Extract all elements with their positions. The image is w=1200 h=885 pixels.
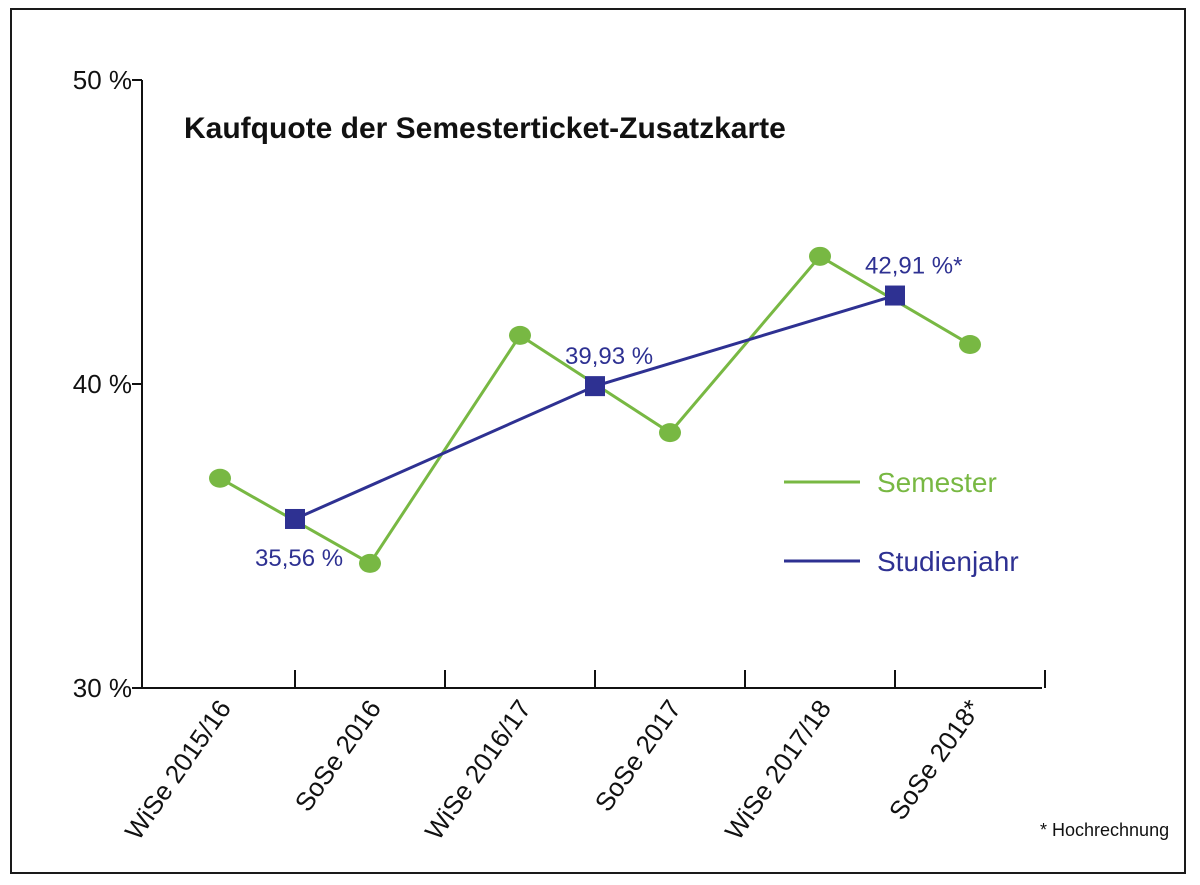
point-semester xyxy=(809,246,831,266)
point-semester xyxy=(509,325,531,345)
point-semester xyxy=(209,468,231,488)
x-tick-label: SoSe 2018* xyxy=(883,694,987,825)
y-tick-label: 50 % xyxy=(73,65,132,95)
y-tick-label: 40 % xyxy=(73,369,132,399)
legend-label-semester: Semester xyxy=(877,467,997,498)
point-semester xyxy=(959,334,981,354)
x-tick-label: WiSe 2016/17 xyxy=(419,694,537,845)
data-label: 39,93 % xyxy=(565,343,653,370)
axes: 30 % 40 % 50 % WiSe 2015/16 SoSe 2016 WiSe 20… xyxy=(73,65,1046,845)
y-tick-label: 30 % xyxy=(73,673,132,703)
point-studienjahr xyxy=(285,508,305,529)
series-lines xyxy=(219,254,971,566)
point-studienjahr xyxy=(585,376,605,397)
x-tick-label: WiSe 2015/16 xyxy=(119,694,237,845)
data-label: 42,91 %* xyxy=(865,253,962,280)
chart-frame: 30 % 40 % 50 % WiSe 2015/16 SoSe 2016 WiSe 20… xyxy=(10,8,1186,874)
legend: Semester Studienjahr xyxy=(784,467,1019,577)
chart-svg: 30 % 40 % 50 % WiSe 2015/16 SoSe 2016 WiSe 20… xyxy=(73,65,1169,845)
chart-title: Kaufquote der Semesterticket-Zusatzkarte xyxy=(184,112,786,145)
point-semester xyxy=(359,553,381,573)
data-labels: 35,56 % 39,93 % 42,91 %* xyxy=(255,253,962,572)
series-markers xyxy=(209,246,981,573)
x-tick-label: SoSe 2016 xyxy=(289,694,387,817)
data-label: 35,56 % xyxy=(255,545,343,572)
x-tick-label: WiSe 2017/18 xyxy=(719,694,837,845)
legend-label-studienjahr: Studienjahr xyxy=(877,546,1019,577)
x-tick-label: SoSe 2017 xyxy=(589,694,687,817)
series-line-semester xyxy=(219,254,971,566)
point-semester xyxy=(659,423,681,443)
point-studienjahr xyxy=(885,285,905,306)
footnote: * Hochrechnung xyxy=(1040,820,1169,840)
series-line-studienjahr xyxy=(294,294,896,521)
